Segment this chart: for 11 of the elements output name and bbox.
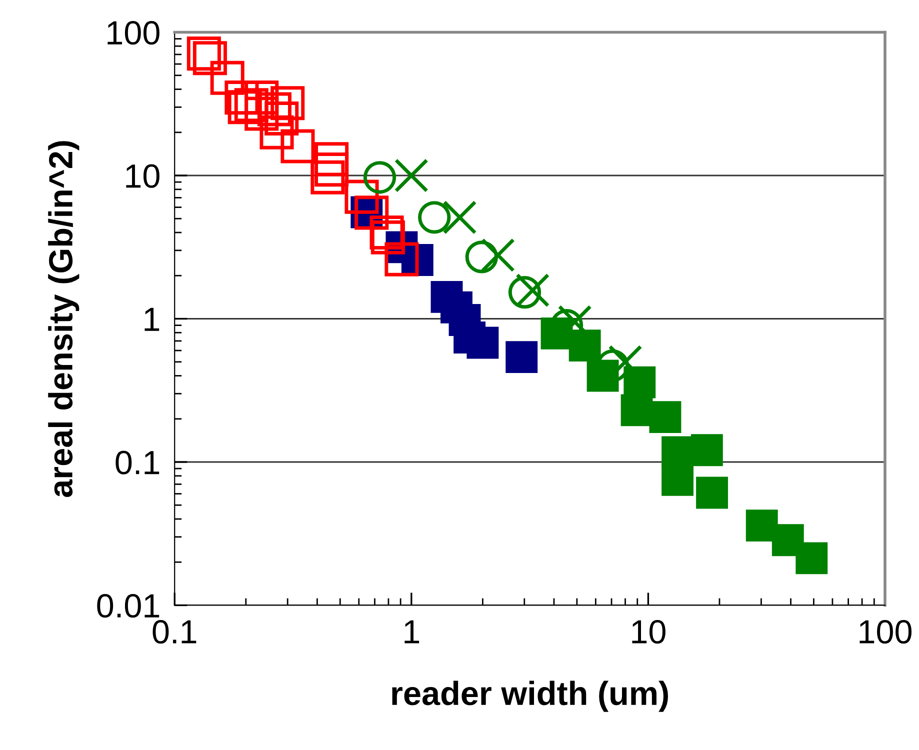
- x-tick-label: 1: [404, 620, 420, 644]
- y-tick-label: 0.1: [116, 450, 160, 474]
- x-axis-title: reader width (um): [392, 680, 668, 712]
- x-tick-label: 0.1: [152, 620, 196, 644]
- x-tick-label: 10: [632, 620, 666, 644]
- y-axis-title: areal density (Gb/in^2): [48, 141, 80, 497]
- y-tick-label: 100: [108, 21, 160, 45]
- y-tick-label: 10: [126, 164, 160, 188]
- y-tick-label: 1: [144, 308, 160, 331]
- y-tick-label: 0.01: [97, 594, 160, 618]
- x-tick-label: 100: [860, 620, 912, 644]
